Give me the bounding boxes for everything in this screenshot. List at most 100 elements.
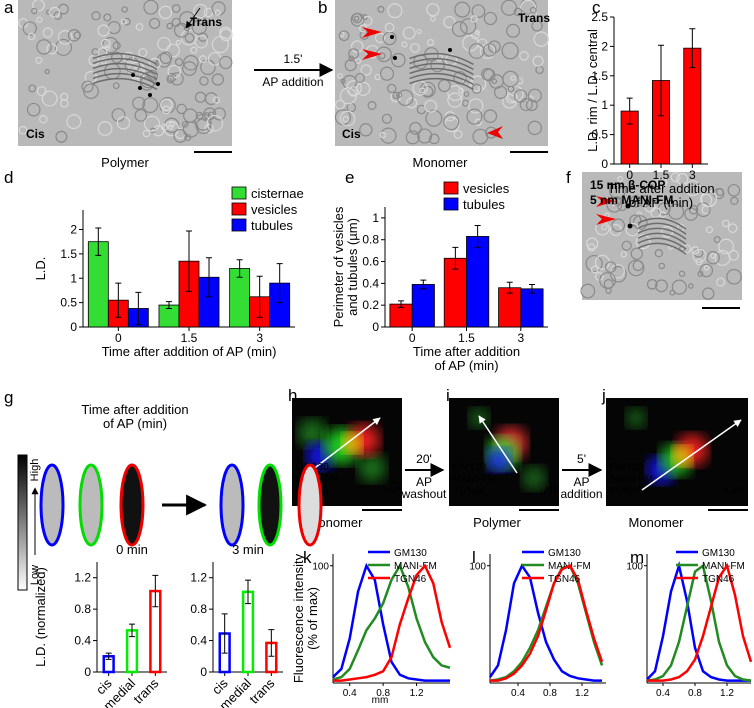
texture bbox=[340, 78, 346, 84]
texture bbox=[428, 133, 440, 145]
cisterna bbox=[409, 52, 474, 66]
texture bbox=[367, 101, 377, 110]
x-tick-label: 3 bbox=[256, 331, 263, 345]
texture bbox=[60, 92, 69, 101]
texture bbox=[143, 0, 159, 15]
texture bbox=[590, 265, 599, 274]
texture bbox=[124, 57, 141, 74]
legend-label: vesicles bbox=[463, 181, 510, 196]
texture bbox=[491, 78, 498, 85]
arrow-label: 5' bbox=[577, 452, 586, 466]
profile-line bbox=[311, 417, 381, 471]
texture bbox=[470, 15, 478, 23]
texture bbox=[463, 91, 470, 97]
texture bbox=[632, 215, 648, 230]
texture bbox=[453, 129, 463, 139]
texture bbox=[646, 278, 658, 290]
x-tick-label: 0.8 bbox=[688, 688, 702, 699]
error-bar bbox=[506, 281, 513, 294]
texture bbox=[198, 55, 207, 64]
error-bar bbox=[528, 283, 535, 294]
legend-label: TGN46 bbox=[702, 574, 735, 585]
arrow-label: AP bbox=[573, 475, 589, 489]
texture bbox=[502, 70, 519, 88]
legend-label: TGN46 bbox=[548, 574, 581, 585]
texture bbox=[57, 29, 73, 45]
texture bbox=[97, 24, 110, 37]
texture bbox=[391, 52, 406, 68]
texture bbox=[417, 128, 433, 144]
gold-particle bbox=[627, 223, 633, 229]
texture bbox=[112, 41, 121, 50]
texture bbox=[102, 36, 119, 54]
y-tick-label: 1.2 bbox=[190, 571, 207, 585]
texture bbox=[425, 109, 443, 127]
texture bbox=[110, 51, 123, 64]
arrow-label: 1.5' bbox=[284, 52, 303, 66]
y-axis-label: Perimeter of vesicles bbox=[331, 206, 346, 327]
texture bbox=[103, 13, 112, 22]
y-tick-label: 0.4 bbox=[190, 634, 207, 648]
texture bbox=[703, 264, 710, 271]
legend-label: MANI-FM bbox=[394, 561, 437, 572]
texture bbox=[392, 91, 400, 100]
y-tick-label: 0 bbox=[84, 665, 91, 679]
texture bbox=[176, 103, 187, 115]
x-axis-label: Time after addition of AP (min) bbox=[102, 344, 277, 359]
texture bbox=[351, 12, 363, 24]
cisterna-cartoon bbox=[257, 463, 283, 547]
texture bbox=[142, 129, 151, 138]
texture bbox=[211, 73, 224, 86]
error-bar bbox=[256, 275, 263, 318]
bar bbox=[520, 288, 544, 328]
cisterna bbox=[92, 52, 158, 66]
texture bbox=[181, 121, 189, 128]
legend-label: GM130 bbox=[394, 548, 427, 559]
gold-particle bbox=[131, 73, 135, 77]
series-line bbox=[646, 563, 752, 682]
series-line bbox=[332, 562, 451, 681]
legend-label: tubules bbox=[463, 197, 505, 212]
texture bbox=[67, 29, 81, 42]
texture bbox=[162, 105, 171, 115]
texture bbox=[501, 42, 519, 60]
series-line bbox=[333, 563, 452, 682]
texture bbox=[104, 45, 110, 51]
cisterna bbox=[637, 227, 687, 240]
panel-label: e bbox=[345, 168, 354, 187]
texture bbox=[211, 35, 229, 54]
x-tick-label: 0.4 bbox=[656, 688, 670, 699]
texture bbox=[474, 29, 480, 35]
texture bbox=[532, 55, 544, 67]
image-label: Cis bbox=[342, 127, 361, 141]
red-arrowhead bbox=[362, 49, 382, 60]
texture bbox=[405, 130, 420, 145]
texture bbox=[195, 111, 204, 120]
y-tick-label: 0 bbox=[601, 157, 608, 171]
texture bbox=[678, 270, 686, 277]
texture bbox=[36, 86, 47, 97]
x-tick-label: 0.8 bbox=[376, 688, 390, 699]
texture bbox=[684, 180, 701, 197]
x-tick-label: 0.8 bbox=[543, 688, 557, 699]
texture bbox=[212, 107, 226, 121]
texture bbox=[692, 248, 707, 263]
texture bbox=[462, 34, 479, 52]
texture bbox=[688, 283, 694, 289]
chart-title: 0 min bbox=[116, 542, 148, 557]
x-axis-label: Time after addition bbox=[413, 344, 520, 359]
texture bbox=[31, 7, 38, 15]
texture bbox=[174, 57, 184, 67]
texture bbox=[55, 38, 73, 56]
y-tick-label: 0.8 bbox=[190, 602, 207, 616]
gold-particle bbox=[148, 93, 152, 97]
texture bbox=[344, 59, 357, 72]
series-line bbox=[646, 560, 751, 682]
texture bbox=[654, 248, 664, 258]
y-tick-label: 2 bbox=[70, 223, 77, 237]
y-axis-label: L.D. (normalized) bbox=[33, 567, 48, 667]
texture bbox=[635, 234, 651, 250]
image-label: -AP bbox=[540, 486, 557, 497]
texture bbox=[713, 236, 721, 244]
x-axis-label: mm bbox=[372, 695, 389, 706]
